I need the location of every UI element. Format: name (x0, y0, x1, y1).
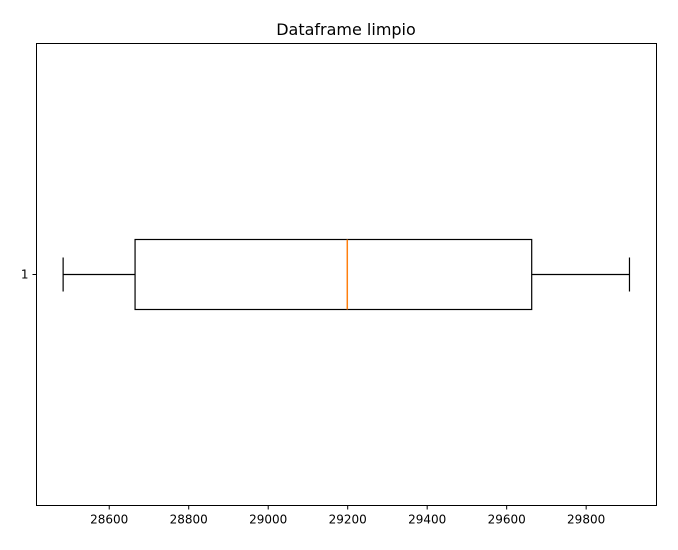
x-tick-label: 29400 (408, 513, 446, 527)
x-tick-label: 29800 (567, 513, 605, 527)
x-tick-label: 29600 (488, 513, 526, 527)
box-iqr (134, 238, 533, 311)
chart-title: Dataframe limpio (276, 20, 416, 39)
y-tick-label: 1 (21, 268, 29, 282)
x-tick-label: 28800 (170, 513, 208, 527)
plot-frame (36, 43, 657, 506)
x-tick-label: 29200 (329, 513, 367, 527)
x-tick-label: 28600 (90, 513, 128, 527)
x-tick-label: 29000 (249, 513, 287, 527)
